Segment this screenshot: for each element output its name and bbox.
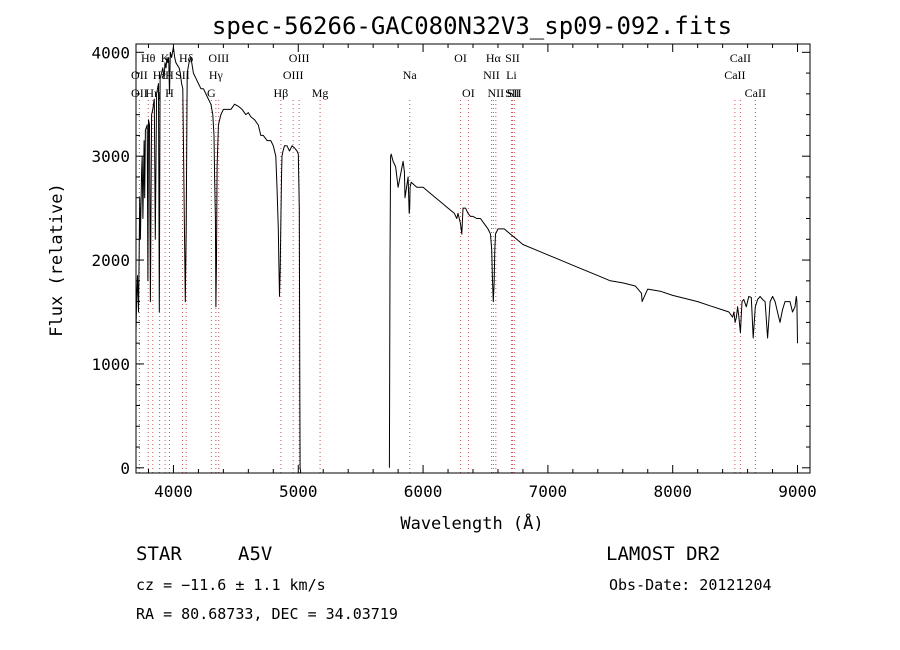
spectrum-series [135,46,798,474]
line-mark-label: NII [488,86,505,100]
x-axis-label: Wavelength (Å) [400,512,543,534]
spectrum-segment-blue [135,46,302,474]
line-mark-label: Mg [312,86,329,100]
plot-frame [135,43,811,474]
chart-title: spec-56266-GAC080N32V3_sp09-092.fits [212,12,732,40]
x-tick-label: 9000 [778,482,817,501]
line-mark-label: K [161,51,170,65]
line-mark-label: OII [131,68,148,82]
survey-name: LAMOST DR2 [606,543,720,565]
line-mark-label: Hβ [274,86,289,100]
line-mark-label: SII [507,86,522,100]
y-tick-label: 2000 [91,251,130,270]
line-mark-label: OIII [283,68,304,82]
line-mark-label: CaII [730,51,751,65]
line-mark-label: G [207,86,216,100]
line-mark-label: OI [462,86,475,100]
line-mark-label: CaII [745,86,766,100]
line-mark-label: SII [505,86,520,100]
y-axis-label: Flux (relative) [47,183,67,337]
line-mark-label: OII [131,86,148,100]
y-tick-label: 3000 [91,147,130,166]
x-tick-label: 7000 [529,482,568,501]
obs-date: Obs-Date: 20121204 [609,576,772,594]
y-tick-label: 0 [120,459,130,478]
coordinates: RA = 80.68733, DEC = 34.03719 [136,605,398,623]
x-tick-label: 5000 [279,482,318,501]
line-mark-label: SII [175,68,190,82]
y-tick-label: 4000 [91,43,130,62]
x-tick-label: 8000 [653,482,692,501]
object-class: STAR [136,543,182,565]
spectrum-segment-red [388,153,798,468]
line-mark-label: Na [403,68,418,82]
line-mark-label: CaII [724,68,745,82]
line-mark-label: Hγ [209,68,224,82]
y-tick-label: 1000 [91,355,130,374]
line-mark-label: OIII [208,51,229,65]
axes: 4000 5000 6000 7000 8000 9000 0 1000 2000 3000 400… [91,43,816,501]
x-tick-label: 4000 [154,482,193,501]
line-marks: OIIOIIHθHηHεKHHSIIHδGHγOIIIHβOIIIOIIIMgN… [131,51,766,473]
line-mark-label: OIII [289,51,310,65]
line-mark-label: NII [483,68,500,82]
line-mark-label: SII [505,51,520,65]
object-subclass: A5V [238,543,272,565]
redshift-readout: cz = −11.6 ± 1.1 km/s [136,576,326,594]
line-mark-label: Hδ [179,51,194,65]
line-mark-label: Hθ [141,51,156,65]
x-tick-label: 6000 [404,482,443,501]
line-mark-label: Li [506,68,517,82]
line-mark-label: OI [454,51,467,65]
line-mark-label: Hα [486,51,502,65]
